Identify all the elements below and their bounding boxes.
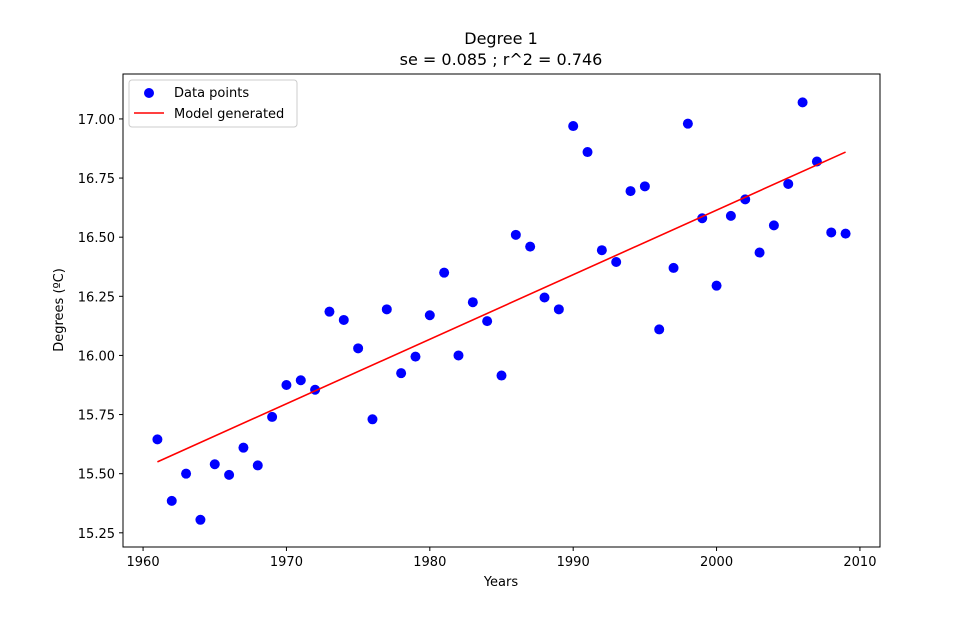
data-point: [281, 380, 292, 390]
data-point: [439, 267, 450, 278]
data-point: [783, 178, 794, 189]
legend-label-model-generated: Model generated: [174, 107, 284, 122]
y-tick-label: 15.25: [78, 527, 115, 542]
x-axis: 1960 1970 1980 1990 2000 2010: [127, 547, 876, 570]
data-point: [224, 469, 235, 480]
x-tick-label: 2010: [843, 555, 876, 570]
y-tick-label: 17.00: [78, 113, 115, 128]
data-point: [625, 186, 636, 197]
x-tick-label: 1990: [557, 555, 590, 570]
y-axis-label: Degrees (ºC): [52, 268, 67, 352]
x-tick-label: 1960: [127, 555, 160, 570]
data-point: [267, 411, 278, 422]
y-tick-label: 15.75: [78, 409, 115, 424]
data-point: [539, 292, 550, 303]
data-point: [639, 181, 650, 192]
data-point: [797, 97, 808, 108]
data-point: [166, 495, 177, 506]
data-point: [553, 304, 564, 315]
axes-frame: [122, 73, 881, 548]
data-point: [654, 324, 665, 335]
data-point: [496, 370, 507, 381]
data-point: [195, 514, 206, 525]
plot-area: [152, 97, 851, 525]
legend-label-data-points: Data points: [174, 86, 249, 101]
data-point: [324, 306, 335, 317]
data-point: [682, 118, 693, 129]
y-tick-label: 15.50: [78, 468, 115, 483]
data-point: [611, 257, 622, 268]
data-point: [582, 147, 593, 158]
data-point: [754, 247, 765, 258]
data-point: [768, 220, 779, 231]
data-point: [568, 121, 579, 132]
data-point: [238, 442, 249, 453]
data-point: [209, 459, 220, 470]
chart-subtitle: se = 0.085 ; r^2 = 0.746: [400, 50, 603, 69]
data-point: [424, 310, 435, 321]
chart-title: Degree 1: [464, 29, 538, 48]
data-point: [410, 351, 421, 362]
data-point: [367, 414, 378, 425]
data-point: [381, 304, 392, 315]
data-point: [668, 262, 679, 273]
data-point: [396, 368, 407, 379]
y-tick-label: 16.75: [78, 172, 115, 187]
legend: Data points Model generated: [128, 79, 298, 128]
y-tick-label: 16.25: [78, 290, 115, 305]
data-point: [152, 434, 163, 445]
data-point: [252, 460, 263, 471]
data-point: [467, 297, 478, 308]
x-axis-label: Years: [483, 575, 519, 590]
data-point: [353, 343, 364, 354]
model-line: [157, 151, 846, 463]
data-point: [826, 227, 837, 238]
data-point: [482, 316, 493, 327]
data-point: [525, 241, 536, 252]
x-tick-label: 1980: [413, 555, 446, 570]
y-tick-label: 16.50: [78, 231, 115, 246]
data-point: [338, 314, 349, 325]
data-point: [596, 245, 607, 256]
data-point: [711, 280, 722, 291]
y-tick-label: 16.00: [78, 349, 115, 364]
data-point: [181, 468, 192, 479]
y-axis: 15.25 15.50 15.75 16.00 16.25 16.50 16.75 17.00: [78, 113, 123, 542]
data-point: [510, 229, 521, 240]
legend-marker-data-points: [144, 88, 154, 98]
data-point: [840, 228, 851, 239]
legend-box: [128, 79, 298, 128]
data-point: [453, 350, 464, 361]
data-point: [295, 375, 306, 386]
x-tick-label: 2000: [700, 555, 733, 570]
x-tick-label: 1970: [270, 555, 303, 570]
data-point: [725, 210, 736, 221]
